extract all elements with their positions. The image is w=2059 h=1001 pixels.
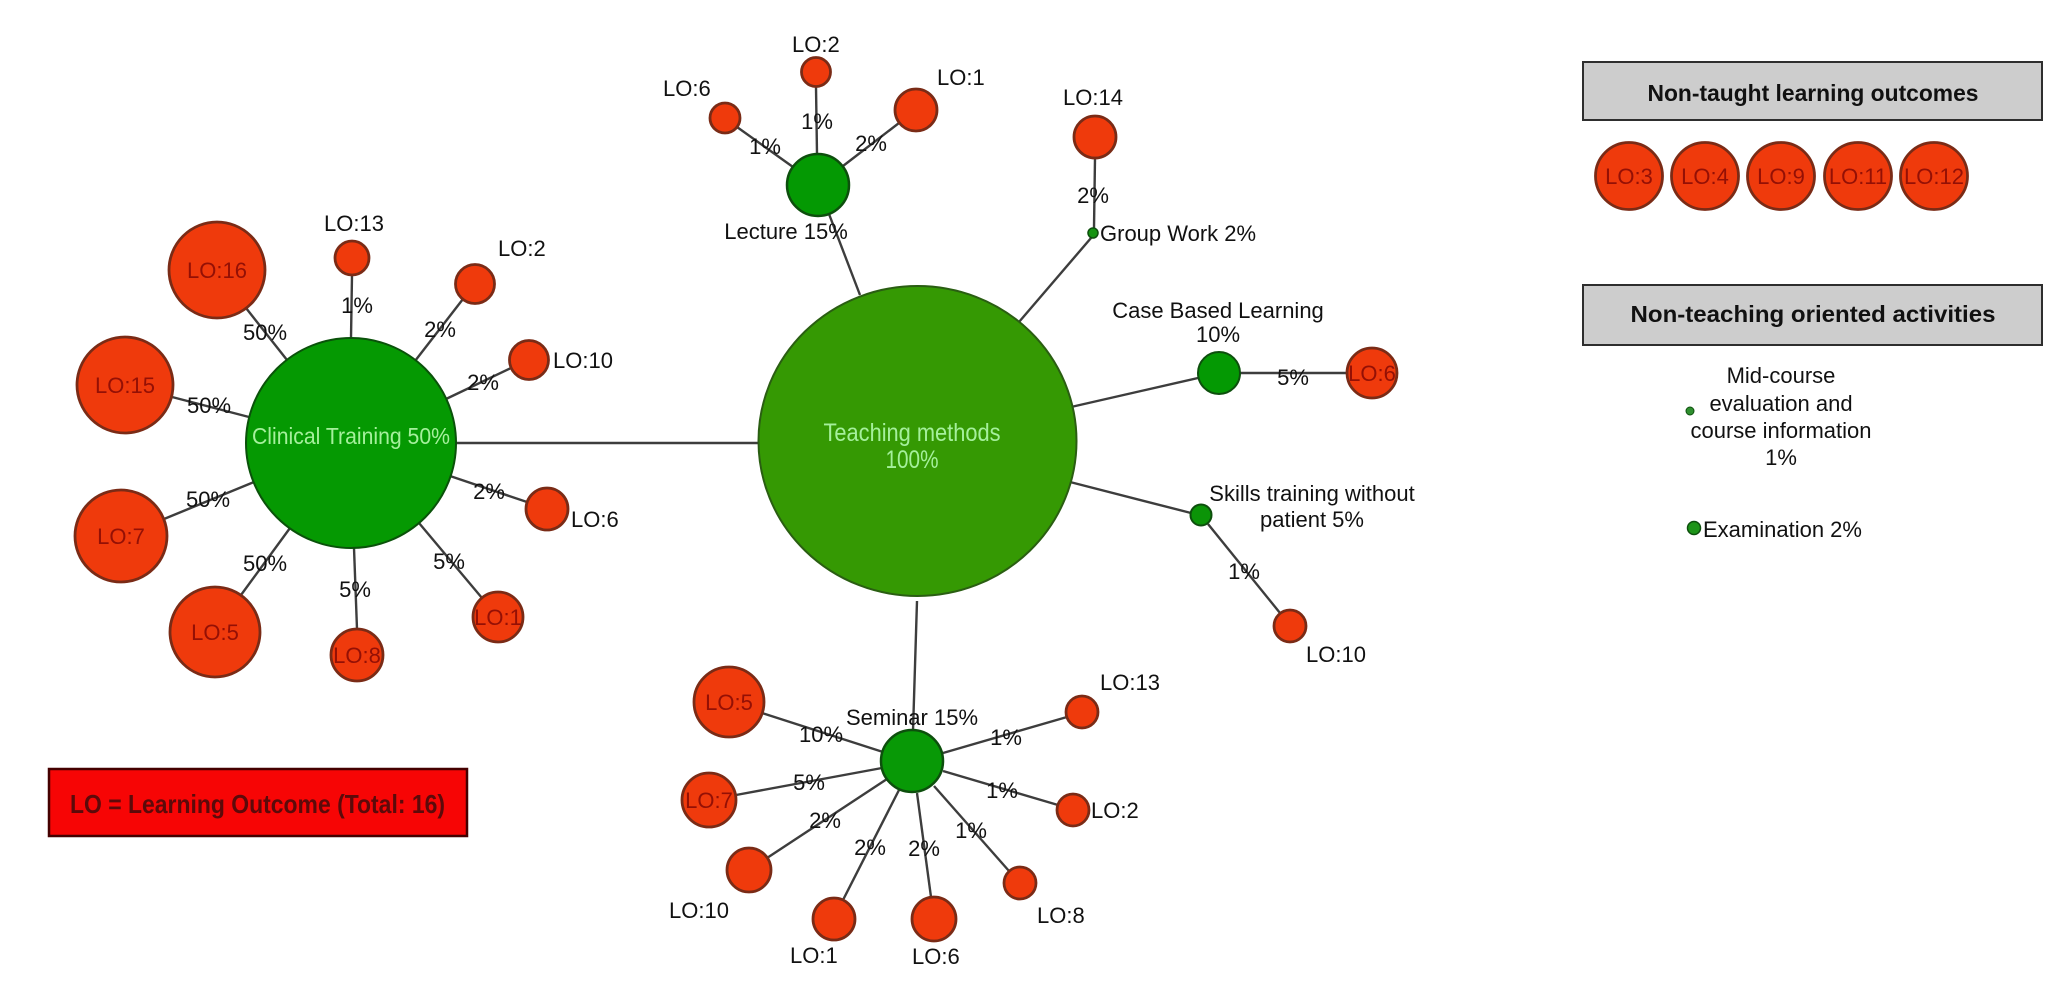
svg-text:1%: 1% <box>1228 559 1260 584</box>
svg-text:LO:6: LO:6 <box>663 76 711 101</box>
svg-text:2%: 2% <box>908 836 940 861</box>
svg-text:50%: 50% <box>187 393 231 418</box>
svg-text:LO:13: LO:13 <box>1100 670 1160 695</box>
svg-text:5%: 5% <box>793 770 825 795</box>
svg-text:LO = Learning Outcome (Total:: LO = Learning Outcome (Total: 16) <box>70 789 445 819</box>
svg-text:Skills training without: Skills training without <box>1209 481 1414 506</box>
svg-text:LO:8: LO:8 <box>333 643 381 668</box>
svg-text:Group Work 2%: Group Work 2% <box>1100 221 1256 246</box>
svg-text:LO:10: LO:10 <box>553 348 613 373</box>
svg-text:1%: 1% <box>990 725 1022 750</box>
svg-text:2%: 2% <box>1077 183 1109 208</box>
svg-text:LO:16: LO:16 <box>187 258 247 283</box>
svg-text:LO:15: LO:15 <box>95 373 155 398</box>
svg-text:LO:2: LO:2 <box>498 236 546 261</box>
svg-text:LO:1: LO:1 <box>474 605 522 630</box>
svg-text:LO:6: LO:6 <box>1348 361 1396 386</box>
svg-text:5%: 5% <box>339 577 371 602</box>
svg-text:LO:6: LO:6 <box>912 944 960 969</box>
svg-text:Lecture 15%: Lecture 15% <box>724 219 848 244</box>
svg-text:LO:11: LO:11 <box>1829 164 1887 189</box>
svg-text:Non-taught learning outcomes: Non-taught learning outcomes <box>1648 80 1979 106</box>
svg-text:LO:12: LO:12 <box>1904 164 1964 189</box>
svg-text:LO:4: LO:4 <box>1681 164 1729 189</box>
svg-text:5%: 5% <box>433 549 465 574</box>
svg-text:2%: 2% <box>809 808 841 833</box>
svg-text:1%: 1% <box>801 109 833 134</box>
svg-text:LO:6: LO:6 <box>571 507 619 532</box>
svg-text:5%: 5% <box>1277 365 1309 390</box>
svg-text:course information: course information <box>1691 418 1872 443</box>
svg-text:Clinical Training 50%: Clinical Training 50% <box>252 423 450 449</box>
svg-text:LO:2: LO:2 <box>1091 798 1139 823</box>
svg-text:LO:14: LO:14 <box>1063 85 1123 110</box>
svg-text:2%: 2% <box>855 131 887 156</box>
svg-text:Non-teaching oriented activiti: Non-teaching oriented activities <box>1631 301 1996 327</box>
svg-text:2%: 2% <box>467 370 499 395</box>
svg-text:Seminar 15%: Seminar 15% <box>846 705 978 730</box>
svg-text:LO:1: LO:1 <box>790 943 838 968</box>
svg-text:LO:7: LO:7 <box>685 788 733 813</box>
svg-text:LO:3: LO:3 <box>1605 164 1653 189</box>
svg-text:10%: 10% <box>799 722 843 747</box>
svg-text:10%: 10% <box>1196 322 1240 347</box>
svg-text:LO:7: LO:7 <box>97 524 145 549</box>
svg-text:50%: 50% <box>186 487 230 512</box>
svg-text:50%: 50% <box>243 320 287 345</box>
svg-text:1%: 1% <box>341 293 373 318</box>
svg-text:LO:10: LO:10 <box>1306 642 1366 667</box>
svg-text:Examination 2%: Examination 2% <box>1703 517 1862 542</box>
svg-text:LO:2: LO:2 <box>792 32 840 57</box>
svg-text:1%: 1% <box>986 778 1018 803</box>
svg-text:patient 5%: patient 5% <box>1260 507 1364 532</box>
svg-text:100%: 100% <box>886 446 939 474</box>
svg-text:LO:5: LO:5 <box>705 690 753 715</box>
svg-text:LO:9: LO:9 <box>1757 164 1805 189</box>
svg-text:evaluation and: evaluation and <box>1709 391 1852 416</box>
svg-text:LO:5: LO:5 <box>191 620 239 645</box>
svg-text:LO:8: LO:8 <box>1037 903 1085 928</box>
svg-text:1%: 1% <box>955 818 987 843</box>
svg-text:1%: 1% <box>749 134 781 159</box>
svg-text:LO:10: LO:10 <box>669 898 729 923</box>
svg-text:Case Based Learning: Case Based Learning <box>1112 298 1324 323</box>
svg-text:LO:1: LO:1 <box>937 65 985 90</box>
svg-text:2%: 2% <box>473 479 505 504</box>
svg-text:LO:13: LO:13 <box>324 211 384 236</box>
svg-text:Teaching methods: Teaching methods <box>824 419 1001 447</box>
svg-text:2%: 2% <box>424 317 456 342</box>
svg-text:Mid-course: Mid-course <box>1727 363 1836 388</box>
svg-text:2%: 2% <box>854 835 886 860</box>
svg-text:50%: 50% <box>243 551 287 576</box>
svg-text:1%: 1% <box>1765 445 1797 470</box>
